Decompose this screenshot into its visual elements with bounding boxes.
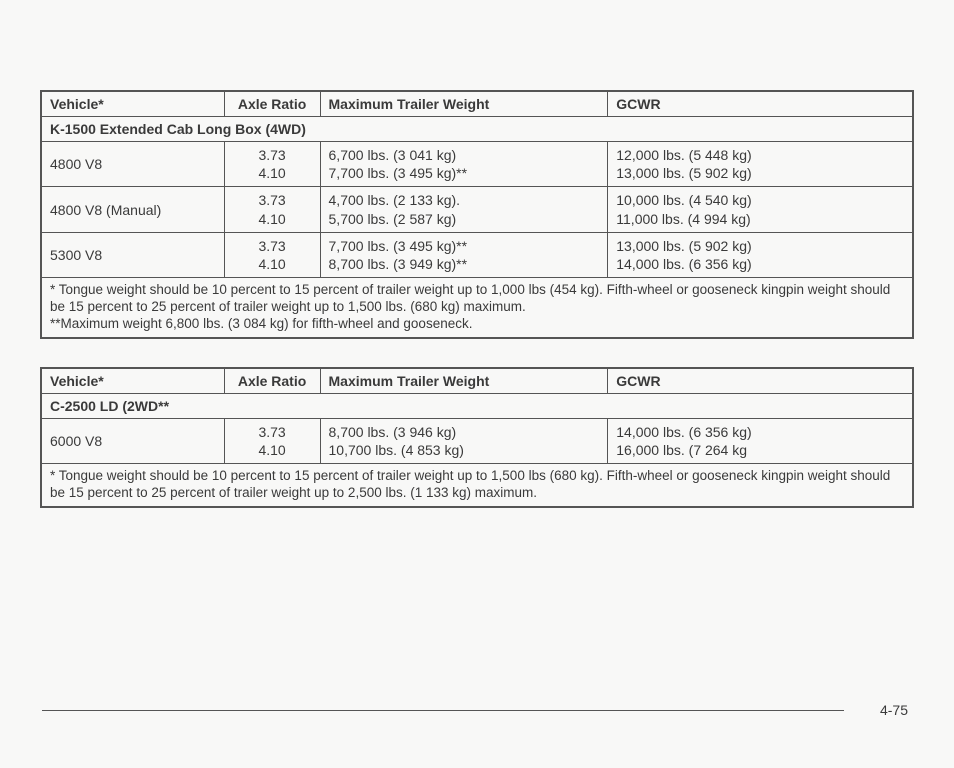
table-row: 5300 V8 3.734.10 7,700 lbs. (3 495 kg)**… — [41, 232, 913, 277]
cell-vehicle: 6000 V8 — [41, 418, 224, 463]
cell-axle: 3.734.10 — [224, 142, 320, 187]
table-header-row: Vehicle* Axle Ratio Maximum Trailer Weig… — [41, 91, 913, 117]
cell-mtw: 6,700 lbs. (3 041 kg)7,700 lbs. (3 495 k… — [320, 142, 608, 187]
page-number: 4-75 — [880, 702, 908, 718]
col-gcwr: GCWR — [608, 91, 913, 117]
cell-vehicle: 4800 V8 — [41, 142, 224, 187]
table-row: 4800 V8 (Manual) 3.734.10 4,700 lbs. (2 … — [41, 187, 913, 232]
table-section-row: C-2500 LD (2WD** — [41, 393, 913, 418]
table-row: 4800 V8 3.734.10 6,700 lbs. (3 041 kg)7,… — [41, 142, 913, 187]
col-mtw: Maximum Trailer Weight — [320, 368, 608, 394]
cell-axle: 3.734.10 — [224, 418, 320, 463]
table-footnote-row: * Tongue weight should be 10 percent to … — [41, 278, 913, 338]
trailer-weight-table-2: Vehicle* Axle Ratio Maximum Trailer Weig… — [40, 367, 914, 508]
table-footnote-row: * Tongue weight should be 10 percent to … — [41, 464, 913, 507]
section-title: K-1500 Extended Cab Long Box (4WD) — [41, 117, 913, 142]
cell-axle: 3.734.10 — [224, 232, 320, 277]
trailer-weight-table-1: Vehicle* Axle Ratio Maximum Trailer Weig… — [40, 90, 914, 339]
cell-gcwr: 13,000 lbs. (5 902 kg)14,000 lbs. (6 356… — [608, 232, 913, 277]
cell-axle: 3.734.10 — [224, 187, 320, 232]
cell-vehicle: 5300 V8 — [41, 232, 224, 277]
col-gcwr: GCWR — [608, 368, 913, 394]
table-row: 6000 V8 3.734.10 8,700 lbs. (3 946 kg)10… — [41, 418, 913, 463]
section-title: C-2500 LD (2WD** — [41, 393, 913, 418]
col-axle: Axle Ratio — [224, 368, 320, 394]
footnote: * Tongue weight should be 10 percent to … — [41, 278, 913, 338]
col-axle: Axle Ratio — [224, 91, 320, 117]
cell-vehicle: 4800 V8 (Manual) — [41, 187, 224, 232]
cell-gcwr: 10,000 lbs. (4 540 kg)11,000 lbs. (4 994… — [608, 187, 913, 232]
col-vehicle: Vehicle* — [41, 368, 224, 394]
cell-mtw: 4,700 lbs. (2 133 kg).5,700 lbs. (2 587 … — [320, 187, 608, 232]
table-header-row: Vehicle* Axle Ratio Maximum Trailer Weig… — [41, 368, 913, 394]
cell-mtw: 8,700 lbs. (3 946 kg)10,700 lbs. (4 853 … — [320, 418, 608, 463]
col-vehicle: Vehicle* — [41, 91, 224, 117]
col-mtw: Maximum Trailer Weight — [320, 91, 608, 117]
table-section-row: K-1500 Extended Cab Long Box (4WD) — [41, 117, 913, 142]
footer-rule — [42, 710, 844, 711]
cell-mtw: 7,700 lbs. (3 495 kg)**8,700 lbs. (3 949… — [320, 232, 608, 277]
footnote: * Tongue weight should be 10 percent to … — [41, 464, 913, 507]
cell-gcwr: 14,000 lbs. (6 356 kg)16,000 lbs. (7 264… — [608, 418, 913, 463]
cell-gcwr: 12,000 lbs. (5 448 kg)13,000 lbs. (5 902… — [608, 142, 913, 187]
